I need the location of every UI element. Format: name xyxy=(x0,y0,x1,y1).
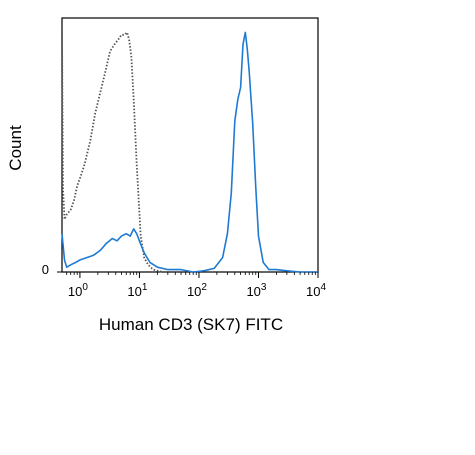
x-tick-label: 101 xyxy=(127,282,147,299)
series-layer xyxy=(61,31,318,273)
plot-frame xyxy=(61,17,319,273)
x-tick-label: 103 xyxy=(246,282,266,299)
x-tick-label: 102 xyxy=(187,282,207,299)
x-axis-title: Human CD3 (SK7) FITC xyxy=(99,315,283,334)
y-axis-title: Count xyxy=(6,125,25,171)
x-tick-label: 104 xyxy=(306,282,326,299)
y-tick-label: 0 xyxy=(42,262,49,277)
stained-histogram-series xyxy=(61,31,318,273)
x-tick-label: 100 xyxy=(68,282,88,299)
ticks-layer: 100 101 102 103 104 0 xyxy=(42,262,327,299)
control-histogram-series xyxy=(61,31,164,273)
